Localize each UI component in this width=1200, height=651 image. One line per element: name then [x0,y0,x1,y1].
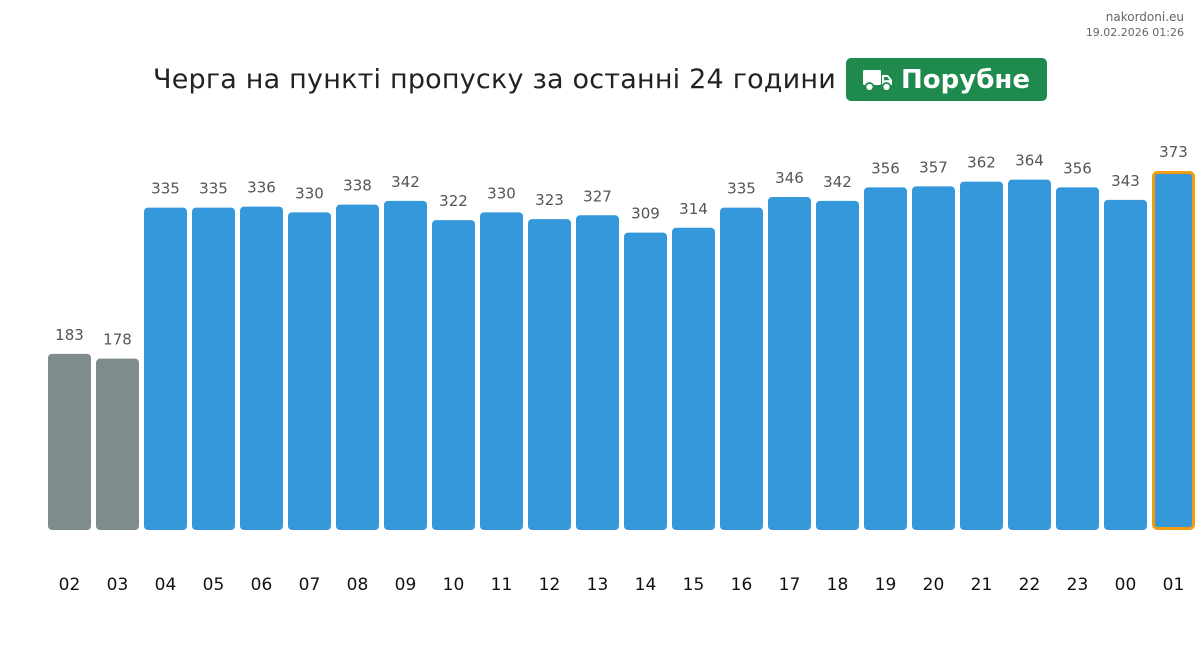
value-label-13: 327 [583,187,612,205]
x-tick-label-02: 02 [59,575,81,595]
x-tick-label-04: 04 [155,575,177,595]
x-tick-label-00: 00 [1115,575,1137,595]
bar-22[interactable] [1008,179,1051,530]
x-tick-label-18: 18 [827,575,849,595]
value-label-05: 335 [199,180,228,198]
bar-00[interactable] [1104,199,1147,530]
value-label-19: 356 [871,159,900,177]
value-label-14: 309 [631,205,660,223]
x-tick-label-19: 19 [875,575,897,595]
value-label-20: 357 [919,158,948,176]
value-label-21: 362 [967,154,996,172]
x-tick-label-12: 12 [539,575,561,595]
bar-07[interactable] [288,212,331,531]
x-tick-label-10: 10 [443,575,465,595]
x-tick-label-15: 15 [683,575,705,595]
bar-15[interactable] [672,227,715,530]
bar-19[interactable] [864,187,907,530]
x-tick-label-20: 20 [923,575,945,595]
value-label-02: 183 [55,326,84,344]
bar-05[interactable] [192,207,235,530]
bar-11[interactable] [480,212,523,531]
x-tick-label-01: 01 [1163,575,1185,595]
bar-10[interactable] [432,220,475,530]
x-tick-label-21: 21 [971,575,993,595]
bar-23[interactable] [1056,187,1099,530]
value-label-16: 335 [727,180,756,198]
value-label-09: 342 [391,173,420,191]
bar-04[interactable] [144,207,187,530]
bar-20[interactable] [912,186,955,530]
value-label-08: 338 [343,177,372,195]
value-label-06: 336 [247,179,276,197]
source-info: nakordoni.eu 19.02.2026 01:26 [1086,9,1184,41]
x-tick-label-09: 09 [395,575,417,595]
value-label-07: 330 [295,184,324,202]
value-label-15: 314 [679,200,708,218]
x-tick-label-14: 14 [635,575,657,595]
bar-02[interactable] [48,353,91,530]
x-tick-label-08: 08 [347,575,369,595]
x-tick-label-06: 06 [251,575,273,595]
bar-16[interactable] [720,207,763,530]
bar-21[interactable] [960,181,1003,530]
x-tick-label-11: 11 [491,575,513,595]
checkpoint-badge[interactable]: Порубне [846,58,1047,101]
bar-01[interactable] [1152,171,1195,530]
value-label-10: 322 [439,192,468,210]
x-tick-label-05: 05 [203,575,225,595]
value-label-01: 373 [1159,143,1188,161]
bar-08[interactable] [336,204,379,530]
truck-icon [862,67,894,93]
value-label-03: 178 [103,331,132,349]
x-tick-label-07: 07 [299,575,321,595]
bar-03[interactable] [96,358,139,530]
x-tick-label-03: 03 [107,575,129,595]
bar-14[interactable] [624,232,667,531]
source-site[interactable]: nakordoni.eu [1105,10,1184,24]
x-tick-label-17: 17 [779,575,801,595]
chart-title: Черга на пункті пропуску за останні 24 г… [153,64,837,95]
bar-09[interactable] [384,200,427,530]
value-label-12: 323 [535,191,564,209]
value-label-00: 343 [1111,172,1140,190]
value-label-18: 342 [823,173,852,191]
x-tick-label-16: 16 [731,575,753,595]
bar-13[interactable] [576,215,619,531]
value-label-04: 335 [151,180,180,198]
value-label-17: 346 [775,169,804,187]
bar-17[interactable] [768,196,811,531]
x-tick-label-13: 13 [587,575,609,595]
value-label-23: 356 [1063,159,1092,177]
bar-18[interactable] [816,200,859,530]
title-row: Черга на пункті пропуску за останні 24 г… [0,58,1200,101]
value-label-22: 364 [1015,152,1044,170]
source-timestamp: 19.02.2026 01:26 [1085,26,1184,39]
bar-12[interactable] [528,219,571,530]
value-label-11: 330 [487,184,516,202]
checkpoint-label: Порубне [901,64,1030,95]
bar-06[interactable] [240,206,283,530]
x-tick-label-23: 23 [1067,575,1089,595]
x-tick-label-22: 22 [1019,575,1041,595]
